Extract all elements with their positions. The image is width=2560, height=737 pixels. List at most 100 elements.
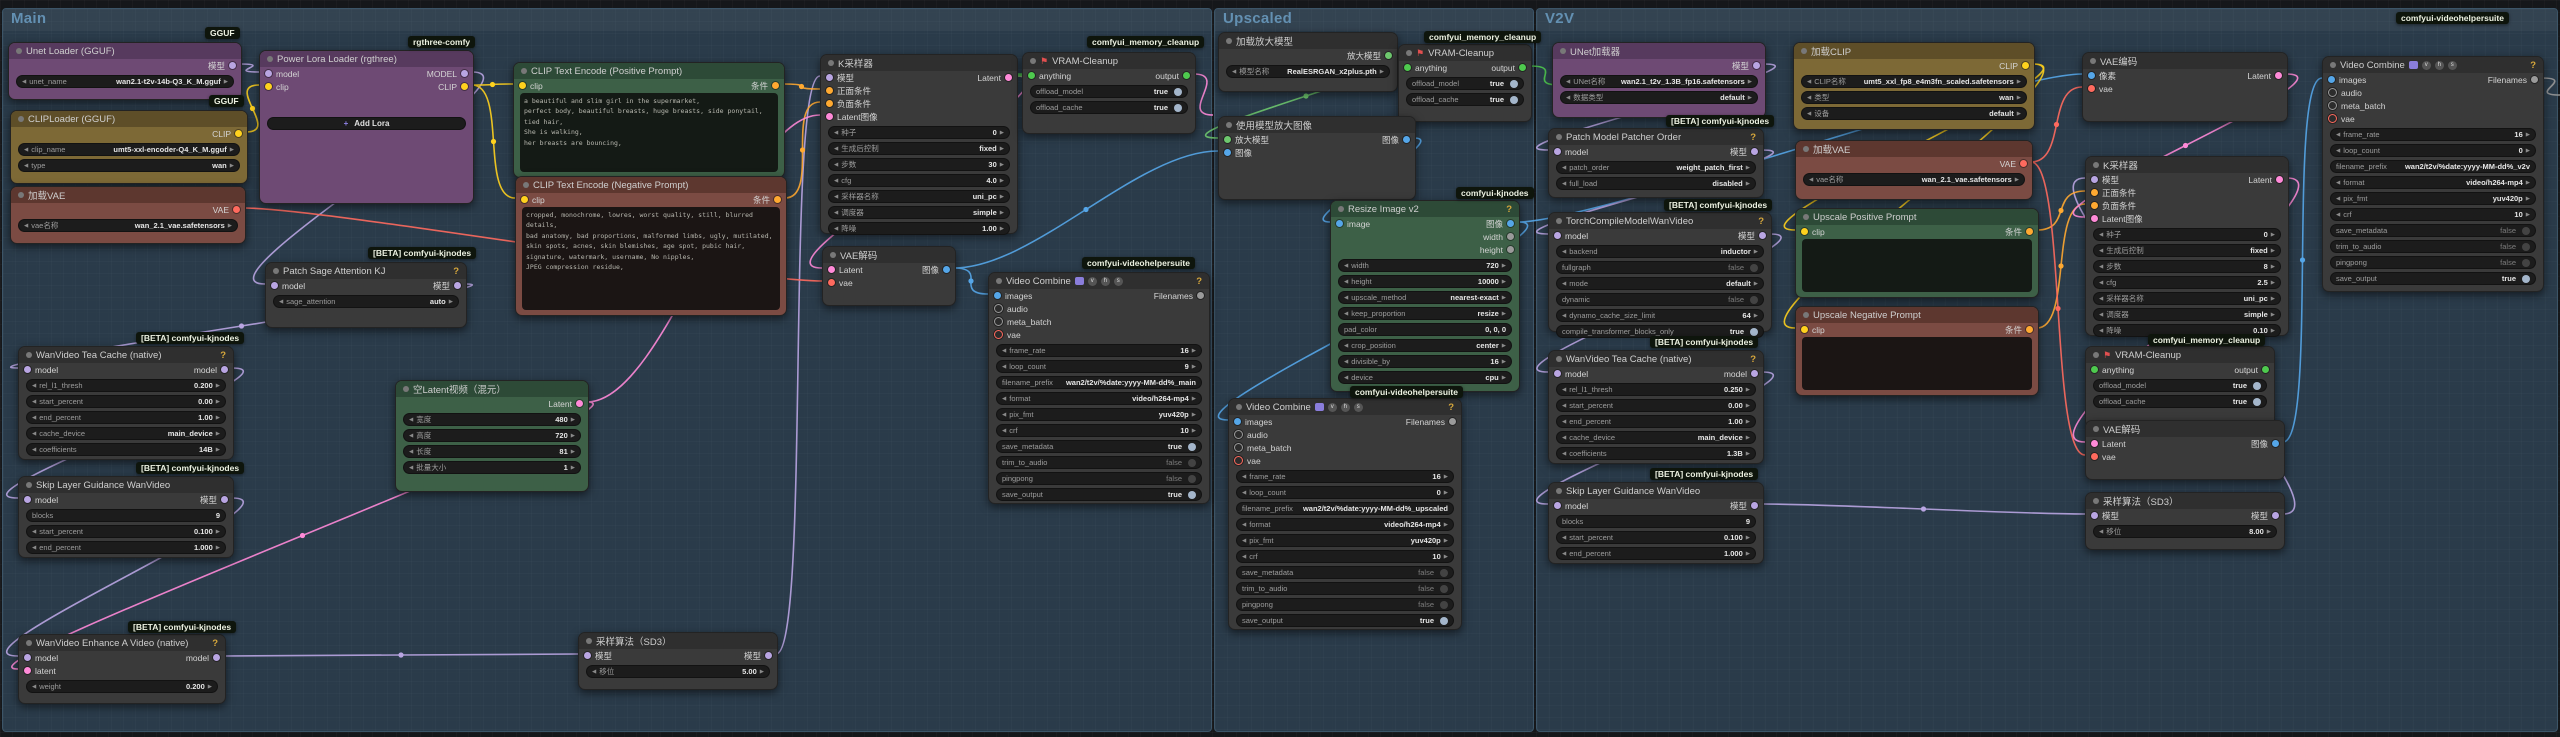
output-port-dot[interactable] [1449, 418, 1456, 425]
input-anything-port[interactable]: anything [2091, 363, 2134, 376]
node-resize-image-v2[interactable]: Resize Image v2? image 图像 width height ◀ width… [1330, 200, 1520, 392]
input-port-dot[interactable] [2328, 76, 2335, 83]
input-port-dot[interactable] [1234, 443, 1243, 452]
output-CLIP-port[interactable]: CLIP [1999, 59, 2029, 72]
input-port-dot[interactable] [994, 330, 1003, 339]
output-条件-port[interactable]: 条件 [753, 193, 781, 206]
input-anything-port[interactable]: anything [1404, 61, 1447, 74]
output-CLIP-port[interactable]: CLIP [212, 127, 242, 140]
output-port-dot[interactable] [1507, 233, 1514, 240]
arrow-right-icon[interactable]: ▶ [2270, 247, 2275, 254]
node-video-combine-v2v[interactable]: Video Combine v h s? images Filenames audio met… [2322, 56, 2544, 292]
input-port-dot[interactable] [2091, 215, 2098, 222]
output-port-dot[interactable] [461, 70, 468, 77]
input-clip-port[interactable]: clip [265, 80, 289, 93]
output-port-dot[interactable] [213, 654, 220, 661]
arrow-left-icon[interactable]: ◀ [1344, 374, 1349, 381]
output-Latent-port[interactable]: Latent [2248, 173, 2283, 186]
toggle-knob[interactable] [2522, 226, 2530, 235]
input-clip-port[interactable]: clip [1801, 225, 1825, 238]
output-port-dot[interactable] [221, 496, 228, 503]
toggle-knob[interactable] [1440, 584, 1448, 593]
node-header[interactable]: WanVideo Tea Cache (native)? [19, 347, 233, 363]
arrow-left-icon[interactable]: ◀ [1562, 386, 1567, 393]
widget-end-percent[interactable]: ◀ end_percent 1.00 ▶ [1556, 415, 1756, 428]
arrow-right-icon[interactable]: ▶ [999, 209, 1004, 216]
collapse-icon[interactable] [996, 278, 1002, 284]
input-port-dot[interactable] [2091, 366, 2098, 373]
widget-save-output[interactable]: save_output true [996, 488, 1202, 501]
collapse-icon[interactable] [1556, 488, 1562, 494]
output-port-dot[interactable] [2272, 512, 2279, 519]
input-port-dot[interactable] [2088, 85, 2095, 92]
node-skip-layer-guidance-v2v[interactable]: Skip Layer Guidance WanVideo model 模型 block… [1548, 482, 1764, 564]
arrow-left-icon[interactable]: ◀ [1562, 550, 1567, 557]
output-model-port[interactable]: model [1724, 367, 1758, 380]
arrow-right-icon[interactable]: ▶ [1501, 358, 1506, 365]
arrow-right-icon[interactable]: ▶ [223, 78, 228, 85]
input-图像-port[interactable]: 图像 [1224, 146, 1252, 159]
arrow-left-icon[interactable]: ◀ [834, 225, 839, 232]
arrow-left-icon[interactable]: ◀ [2099, 311, 2104, 318]
input-audio-port[interactable]: audio [1234, 428, 1268, 441]
output-条件-port[interactable]: 条件 [2005, 323, 2033, 336]
node-vram-cleanup-v2v[interactable]: ⚑ VRAM-Cleanup anything output offload_model… [2085, 346, 2275, 428]
h-circle-icon[interactable]: h [1340, 402, 1350, 412]
arrow-right-icon[interactable]: ▶ [1191, 411, 1196, 418]
help-icon[interactable]: ? [1448, 401, 1454, 413]
arrow-right-icon[interactable]: ▶ [2525, 179, 2530, 186]
arrow-left-icon[interactable]: ◀ [1002, 347, 1007, 354]
output-model-port[interactable]: model [186, 651, 220, 664]
widget-filename-prefix[interactable]: filename_prefix wan2/t2v/%date:yyyy-MM-dd… [996, 376, 1202, 389]
widget-full-load[interactable]: ◀ full_load disabled ▶ [1556, 177, 1756, 190]
arrow-right-icon[interactable]: ▶ [1501, 262, 1506, 269]
node-clip-text-encode-positive[interactable]: CLIP Text Encode (Positive Prompt) clip 条件… [513, 62, 785, 178]
prompt-textarea[interactable]: cropped, monochrome, lowres, worst quali… [522, 207, 780, 310]
collapse-icon[interactable] [26, 352, 32, 358]
v-circle-icon[interactable]: v [2421, 60, 2431, 70]
node-header[interactable]: Resize Image v2? [1331, 201, 1519, 217]
output-图像-port[interactable]: 图像 [2251, 437, 2279, 450]
help-icon[interactable]: ? [220, 349, 226, 361]
widget-trim-to-audio[interactable]: trim_to_audio false [1236, 582, 1454, 595]
node-header[interactable]: Power Lora Loader (rgthree) [260, 51, 473, 67]
widget-pix-fmt[interactable]: ◀ pix_fmt yuv420p ▶ [2330, 192, 2536, 205]
widget-dynamo-cache-size-limit[interactable]: ◀ dynamo_cache_size_limit 64 ▶ [1556, 309, 1764, 322]
help-icon[interactable]: ? [1750, 131, 1756, 143]
widget-mode[interactable]: ◀ mode default ▶ [1556, 277, 1764, 290]
widget-pingpong[interactable]: pingpong false [1236, 598, 1454, 611]
output-port-dot[interactable] [2020, 160, 2027, 167]
input-images-port[interactable]: images [994, 289, 1032, 302]
arrow-right-icon[interactable]: ▶ [999, 225, 1004, 232]
output-port-dot[interactable] [774, 196, 781, 203]
toggle-knob[interactable] [1440, 600, 1448, 609]
widget--[interactable]: ◀ 调度器 simple ▶ [2093, 308, 2281, 321]
toggle-knob[interactable] [2522, 274, 2530, 283]
input-port-dot[interactable] [1028, 72, 1035, 79]
widget-cfg[interactable]: ◀ cfg 4.0 ▶ [828, 174, 1010, 187]
output-port-dot[interactable] [229, 62, 236, 69]
output-port-dot[interactable] [2026, 228, 2033, 235]
arrow-left-icon[interactable]: ◀ [32, 414, 37, 421]
arrow-left-icon[interactable]: ◀ [1242, 521, 1247, 528]
widget-divisible-by[interactable]: ◀ divisible_by 16 ▶ [1338, 355, 1512, 368]
widget-end-percent[interactable]: ◀ end_percent 1.000 ▶ [1556, 547, 1756, 560]
input-port-dot[interactable] [1404, 64, 1411, 71]
arrow-right-icon[interactable]: ▶ [1379, 68, 1384, 75]
input-port-dot[interactable] [2328, 114, 2337, 123]
arrow-left-icon[interactable]: ◀ [24, 162, 29, 169]
arrow-left-icon[interactable]: ◀ [1344, 294, 1349, 301]
arrow-right-icon[interactable]: ▶ [2270, 263, 2275, 270]
arrow-right-icon[interactable]: ▶ [1745, 534, 1750, 541]
node-header[interactable]: ⚑ VRAM-Cleanup [1023, 53, 1195, 69]
input-port-dot[interactable] [826, 100, 833, 107]
widget-blocks[interactable]: blocks 9 [26, 509, 226, 522]
node-header[interactable]: 加载VAE [1796, 141, 2032, 157]
widget-end-percent[interactable]: ◀ end_percent 1.000 ▶ [26, 541, 226, 554]
node-header[interactable]: 加载放大模型 [1219, 33, 1397, 49]
widget-upscale-method[interactable]: ◀ upscale_method nearest-exact ▶ [1338, 291, 1512, 304]
arrow-left-icon[interactable]: ◀ [32, 544, 37, 551]
collapse-icon[interactable] [1801, 48, 1807, 54]
arrow-left-icon[interactable]: ◀ [2099, 263, 2104, 270]
output-port-dot[interactable] [1759, 232, 1766, 239]
